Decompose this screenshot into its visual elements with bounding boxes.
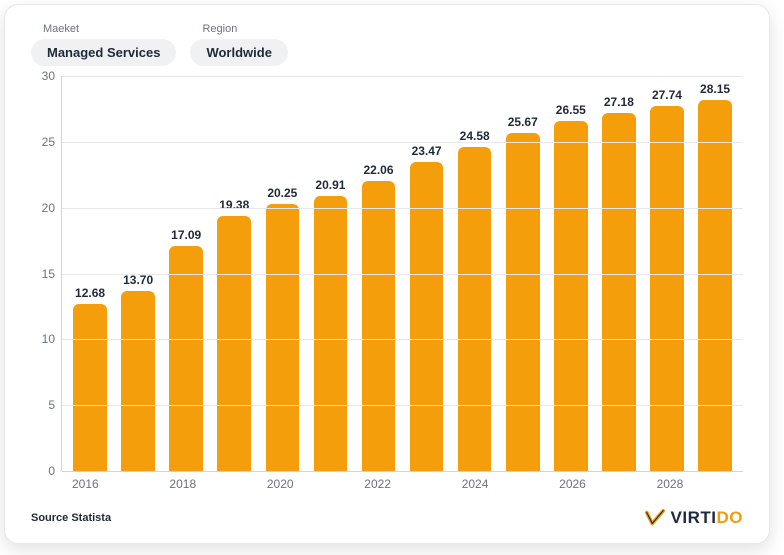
x-tick: 2016 bbox=[72, 477, 99, 491]
logo-text-accent: DO bbox=[717, 508, 744, 527]
x-tick: 2020 bbox=[267, 477, 294, 491]
x-tick: 2022 bbox=[364, 477, 391, 491]
bar-value-label: 13.70 bbox=[123, 273, 153, 287]
x-ticks: 2016 2018 2020 2022 2024 2026 2028 bbox=[61, 477, 743, 495]
bar bbox=[554, 121, 588, 471]
bar bbox=[314, 196, 348, 471]
bar-value-label: 28.15 bbox=[700, 82, 730, 96]
logo-text-main: VIRTI bbox=[671, 508, 717, 527]
x-axis: 2016 2018 2020 2022 2024 2026 2028 bbox=[31, 477, 743, 495]
bar bbox=[602, 113, 636, 471]
grid-line bbox=[62, 339, 743, 340]
plot-area: 12.68 13.70 17.09 19.38 20.25 20.91 22.06 23.47… bbox=[61, 76, 743, 471]
bar-value-label: 20.25 bbox=[267, 186, 297, 200]
y-tick: 20 bbox=[42, 201, 55, 215]
x-tick: 2018 bbox=[169, 477, 196, 491]
source-text: Source Statista bbox=[31, 512, 111, 524]
grid-line bbox=[62, 405, 743, 406]
bar-value-label: 12.68 bbox=[75, 286, 105, 300]
grid-line bbox=[62, 142, 743, 143]
bar bbox=[217, 216, 251, 471]
bar-value-label: 26.55 bbox=[556, 103, 586, 117]
y-axis: 051015202530 bbox=[31, 76, 61, 471]
y-tick: 0 bbox=[48, 464, 55, 478]
bar bbox=[698, 100, 732, 471]
bar bbox=[121, 291, 155, 471]
y-tick: 30 bbox=[42, 69, 55, 83]
filter-market-label: Maeket bbox=[31, 23, 176, 35]
y-tick: 5 bbox=[48, 398, 55, 412]
chart-card: Maeket Managed Services Region Worldwide… bbox=[4, 4, 770, 544]
filter-bar: Maeket Managed Services Region Worldwide bbox=[31, 23, 743, 66]
logo-text: VIRTIDO bbox=[671, 508, 743, 528]
bar-value-label: 17.09 bbox=[171, 228, 201, 242]
bar-value-label: 22.06 bbox=[363, 163, 393, 177]
bar bbox=[506, 133, 540, 471]
filter-region-pill[interactable]: Worldwide bbox=[190, 39, 287, 66]
bar bbox=[650, 106, 684, 471]
filter-region: Region Worldwide bbox=[190, 23, 287, 66]
bar bbox=[73, 304, 107, 471]
bar bbox=[266, 204, 300, 471]
filter-market: Maeket Managed Services bbox=[31, 23, 176, 66]
x-tick: 2028 bbox=[657, 477, 684, 491]
bar-value-label: 23.47 bbox=[412, 144, 442, 158]
x-tick: 2024 bbox=[462, 477, 489, 491]
grid-line bbox=[62, 471, 743, 472]
bar bbox=[169, 246, 203, 471]
bar-value-label: 25.67 bbox=[508, 115, 538, 129]
bar-value-label: 20.91 bbox=[315, 178, 345, 192]
grid-line bbox=[62, 208, 743, 209]
y-tick: 10 bbox=[42, 332, 55, 346]
filter-region-label: Region bbox=[190, 23, 287, 35]
filter-market-pill[interactable]: Managed Services bbox=[31, 39, 176, 66]
logo-check-icon bbox=[644, 507, 666, 529]
bar-value-label: 27.74 bbox=[652, 88, 682, 102]
bar bbox=[458, 147, 492, 471]
bar bbox=[362, 181, 396, 471]
bar-value-label: 27.18 bbox=[604, 95, 634, 109]
grid-line bbox=[62, 76, 743, 77]
grid-line bbox=[62, 274, 743, 275]
bar-value-label: 19.38 bbox=[219, 198, 249, 212]
y-tick: 25 bbox=[42, 135, 55, 149]
card-footer: Source Statista VIRTIDO bbox=[31, 507, 743, 529]
brand-logo: VIRTIDO bbox=[644, 507, 743, 529]
y-tick: 15 bbox=[42, 267, 55, 281]
x-tick: 2026 bbox=[559, 477, 586, 491]
chart-area: 051015202530 12.6813.7017.0919.3820.2520… bbox=[31, 76, 743, 471]
